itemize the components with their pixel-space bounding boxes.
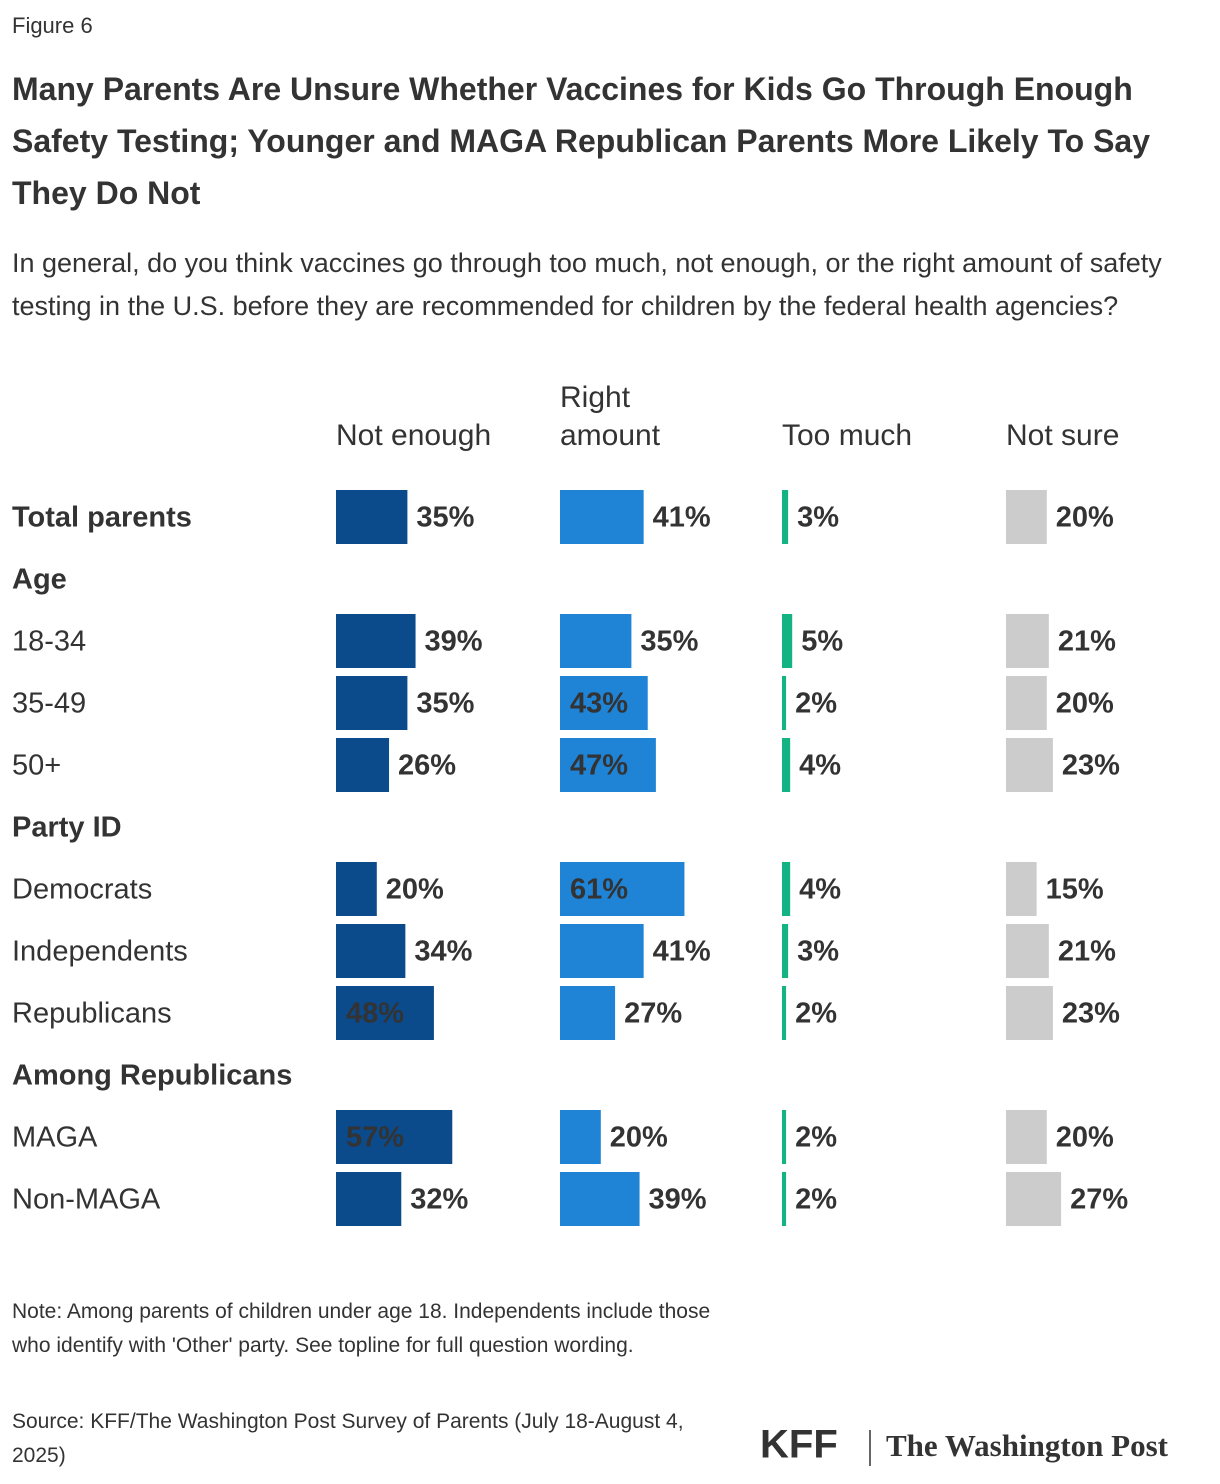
bar [336,862,377,916]
category-label: 50+ [12,750,61,782]
note: Note: Among parents of children under ag… [11,1300,710,1357]
value-label: 35% [416,502,474,534]
bar [782,986,787,1040]
bar [336,986,434,1040]
value-label: 26% [398,750,456,782]
group-label: Among Republicans [12,1060,292,1092]
category-label: Republicans [12,998,172,1030]
value-label: 35% [416,688,474,720]
category-label: Independents [12,936,188,968]
value-label: 4% [799,874,841,906]
value-label: 15% [1046,874,1104,906]
value-label: 47% [570,750,628,782]
bar [560,1172,640,1226]
value-label: 20% [610,1122,668,1154]
source: Source: KFF/The Washington Post Survey o… [12,1410,684,1467]
legend-label: Right amount [560,381,661,452]
value-label: 2% [795,688,837,720]
bar [560,614,632,668]
value-label: 34% [414,936,472,968]
value-label: 3% [797,502,839,534]
category-label: 35-49 [12,688,86,720]
group-label: Total parents [12,502,192,534]
value-label: 35% [640,626,698,658]
category-label: 18-34 [12,626,86,658]
value-label: 21% [1058,626,1116,658]
bar [1006,738,1053,792]
bar [1006,676,1047,730]
chart-subtitle: In general, do you think vaccines go thr… [12,248,1162,321]
chart-title: Many Parents Are Unsure Whether Vaccines… [12,71,1150,211]
bar [1006,862,1037,916]
bar [336,1110,453,1164]
category-label: Non-MAGA [12,1184,161,1216]
bar [782,1172,787,1226]
category-label: MAGA [12,1122,98,1154]
category-label: Democrats [12,874,152,906]
bar [336,490,408,544]
value-label: 27% [1070,1184,1128,1216]
value-label: 43% [570,688,628,720]
value-label: 48% [346,998,404,1030]
bar [782,738,791,792]
value-label: 39% [649,1184,707,1216]
value-label: 27% [624,998,682,1030]
value-label: 41% [653,936,711,968]
kff-logo: KFF [760,1423,838,1467]
bar [336,676,408,730]
bar [782,924,789,978]
bar [782,862,791,916]
bar [1006,1110,1047,1164]
bar [336,1172,402,1226]
value-label: 3% [797,936,839,968]
legend-label: Too much [782,419,912,452]
bar [560,986,616,1040]
value-label: 20% [1056,688,1114,720]
value-label: 20% [1056,502,1114,534]
value-label: 4% [799,750,841,782]
bar [782,676,787,730]
bar [560,676,648,730]
value-label: 20% [386,874,444,906]
bar [336,738,390,792]
value-label: 2% [795,1184,837,1216]
value-label: 57% [346,1122,404,1154]
bar [1006,1172,1062,1226]
value-label: 21% [1058,936,1116,968]
bar [560,862,685,916]
legend-label: Not sure [1006,419,1119,452]
value-label: 2% [795,1122,837,1154]
group-label: Age [12,564,67,596]
value-label: 32% [410,1184,468,1216]
bar [336,924,406,978]
value-label: 2% [795,998,837,1030]
value-label: 5% [801,626,843,658]
bar [560,1110,601,1164]
bar [782,490,789,544]
bar [560,738,656,792]
value-label: 23% [1062,750,1120,782]
bar [1006,614,1049,668]
value-label: 20% [1056,1122,1114,1154]
value-label: 39% [425,626,483,658]
value-label: 23% [1062,998,1120,1030]
figure-label: Figure 6 [12,13,93,38]
bar [560,490,644,544]
value-label: 41% [653,502,711,534]
bar [336,614,416,668]
value-label: 61% [570,874,628,906]
bar [560,924,644,978]
wapo-logo: The Washington Post [886,1428,1169,1463]
bar [782,614,793,668]
bar [782,1110,787,1164]
bar [1006,490,1047,544]
bar [1006,924,1049,978]
legend-label: Not enough [336,419,491,452]
group-label: Party ID [12,812,122,844]
bar [1006,986,1053,1040]
